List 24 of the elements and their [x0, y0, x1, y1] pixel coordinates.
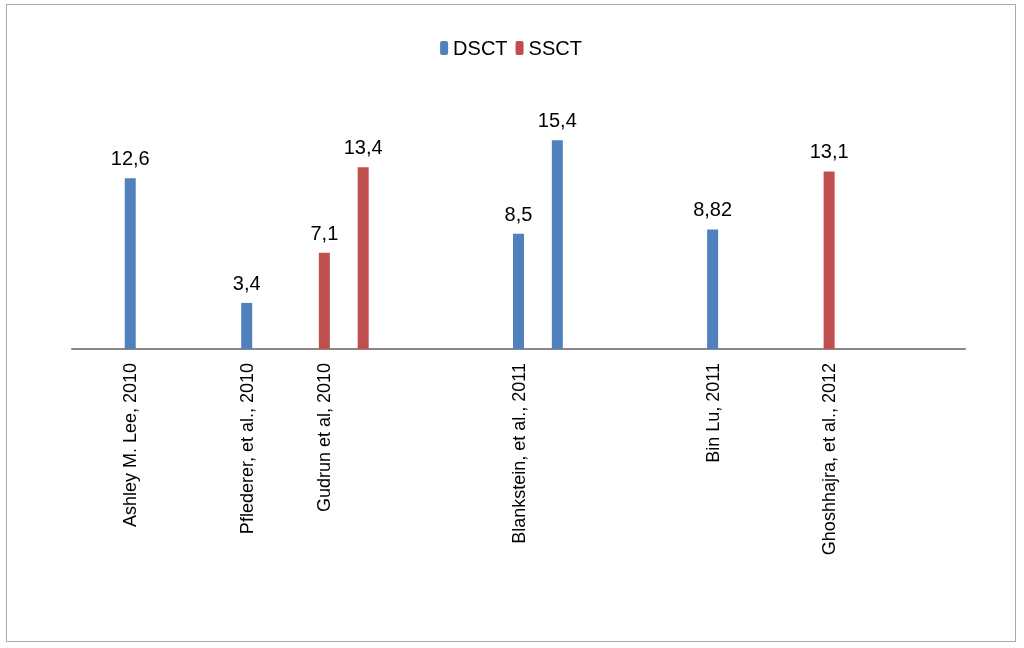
data-label: 3,4 [232, 271, 261, 294]
data-label: 13,4 [343, 136, 383, 159]
x-tick-label: Blankstein, et al., 2011 [508, 363, 529, 544]
data-label: 8,5 [504, 202, 533, 225]
bar [241, 302, 253, 349]
bar [513, 233, 524, 349]
legend-label: DSCT [453, 37, 508, 59]
bar [823, 171, 835, 349]
x-tick-label: Pflederer, et al., 2010 [236, 363, 257, 535]
bar [318, 252, 330, 349]
data-label: 13,1 [809, 140, 849, 163]
bar [357, 167, 369, 349]
x-tick-label: Ghoshhajra, et al., 2012 [819, 363, 840, 556]
data-label: 8,82 [693, 198, 733, 221]
bar [551, 140, 563, 349]
data-label: 12,6 [110, 147, 150, 170]
x-tick-label: Ashley M. Lee, 2010 [120, 363, 141, 528]
x-tick-label: Bin Lu, 2011 [702, 363, 723, 463]
data-label: 7,1 [310, 221, 339, 244]
data-label: 15,4 [537, 109, 577, 132]
bar [124, 178, 136, 349]
bar [707, 229, 719, 349]
legend-label: SSCT [528, 37, 582, 59]
x-tick-label: Gudrun et al, 2010 [314, 363, 335, 513]
